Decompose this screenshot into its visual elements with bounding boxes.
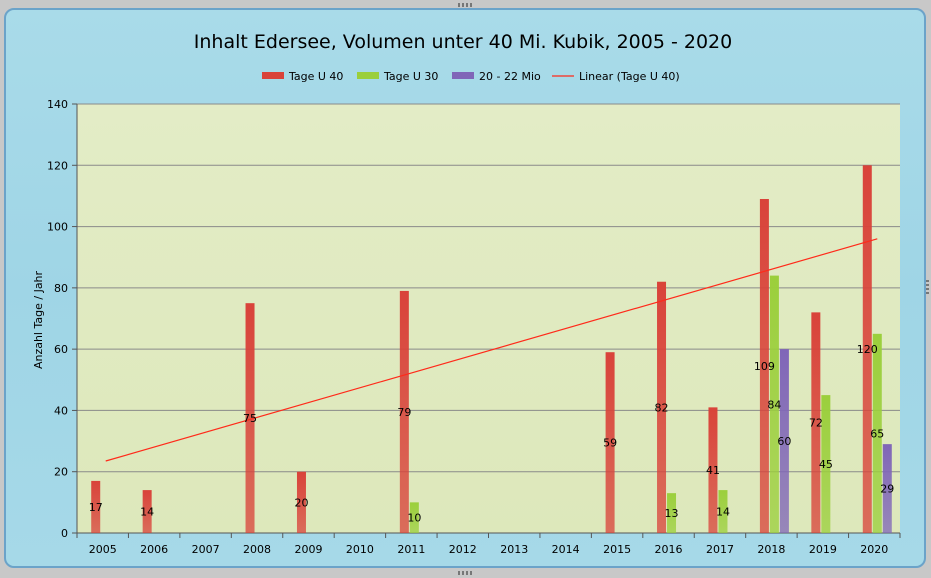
y-tick-label: 120 (47, 159, 68, 172)
y-tick-label: 80 (54, 282, 68, 295)
data-label: 45 (819, 458, 833, 471)
legend-swatch (452, 72, 474, 79)
x-tick-label: 2007 (192, 543, 220, 556)
x-tick-label: 2006 (140, 543, 168, 556)
legend-entry: Tage U 40 (288, 70, 343, 83)
data-label: 14 (140, 506, 154, 519)
x-tick-label: 2016 (655, 543, 683, 556)
chart-title: Inhalt Edersee, Volumen unter 40 Mi. Kub… (194, 31, 732, 53)
bar-20-22-mio-2018[interactable] (779, 349, 789, 533)
y-tick-label: 0 (61, 527, 68, 540)
legend-entry: Linear (Tage U 40) (579, 70, 680, 83)
x-tick-label: 2020 (860, 543, 888, 556)
x-tick-label: 2009 (294, 543, 322, 556)
legend-swatch (357, 72, 379, 79)
data-label: 10 (407, 512, 421, 525)
bar-tage-u-40-2006[interactable] (142, 490, 152, 533)
data-label: 109 (754, 360, 775, 373)
bar-tage-u-40-2011[interactable] (399, 290, 409, 533)
data-label: 17 (89, 501, 103, 514)
x-tick-label: 2011 (397, 543, 425, 556)
bar-tage-u-30-2016[interactable] (667, 493, 677, 533)
data-label: 65 (870, 427, 884, 440)
x-tick-label: 2008 (243, 543, 271, 556)
bar-tage-u-40-2005[interactable] (91, 480, 101, 533)
y-tick-label: 40 (54, 404, 68, 417)
data-label: 41 (706, 464, 720, 477)
legend-swatch (262, 72, 284, 79)
x-tick-label: 2013 (500, 543, 528, 556)
bar-tage-u-30-2020[interactable] (872, 333, 882, 533)
data-label: 60 (777, 435, 791, 448)
resize-handle-right[interactable] (925, 280, 929, 294)
x-tick-label: 2015 (603, 543, 631, 556)
x-tick-label: 2010 (346, 543, 374, 556)
legend-entry: 20 - 22 Mio (479, 70, 541, 83)
bar-tage-u-30-2017[interactable] (718, 490, 728, 533)
y-tick-label: 60 (54, 343, 68, 356)
bar-tage-u-40-2008[interactable] (245, 303, 255, 533)
x-tick-label: 2019 (809, 543, 837, 556)
bar-tage-u-30-2011[interactable] (409, 502, 419, 533)
data-label: 79 (397, 406, 411, 419)
bar-tage-u-40-2016[interactable] (657, 281, 667, 533)
legend: Tage U 40 Tage U 30 20 - 22 Mio Linear (Tag… (262, 70, 680, 83)
data-label: 59 (603, 437, 617, 450)
data-label: 72 (809, 417, 823, 430)
y-tick-label: 140 (47, 98, 68, 111)
bar-tage-u-40-2017[interactable] (708, 407, 718, 533)
trendline (105, 238, 878, 462)
x-tick-label: 2005 (89, 543, 117, 556)
x-tick-label: 2014 (552, 543, 580, 556)
bar-tage-u-40-2019[interactable] (811, 312, 821, 533)
y-axis-label: Anzahl Tage / Jahr (32, 270, 45, 369)
data-label: 120 (857, 343, 878, 356)
data-label: 20 (294, 496, 308, 509)
resize-handle-bottom[interactable] (458, 571, 472, 575)
y-tick-label: 20 (54, 466, 68, 479)
bar-tage-u-40-2015[interactable] (605, 352, 615, 533)
x-tick-label: 2018 (757, 543, 785, 556)
data-label: 75 (243, 412, 257, 425)
x-tick-label: 2017 (706, 543, 734, 556)
bar-tage-u-30-2018[interactable] (769, 275, 779, 533)
data-label: 13 (665, 507, 679, 520)
data-label: 84 (767, 398, 781, 411)
bar-20-22-mio-2020[interactable] (882, 444, 892, 533)
resize-handle-top[interactable] (458, 3, 472, 7)
plot-area: 0 20 40 60 80 100 120 140 2005 2006 2007 2008 2009 20… (47, 98, 901, 556)
y-tick-label: 100 (47, 221, 68, 234)
data-label: 29 (880, 483, 894, 496)
bar-tage-u-30-2019[interactable] (821, 395, 831, 533)
data-label: 82 (655, 401, 669, 414)
x-tick-label: 2012 (449, 543, 477, 556)
legend-entry: Tage U 30 (383, 70, 438, 83)
bar-tage-u-40-2020[interactable] (862, 165, 872, 534)
bar-tage-u-40-2009[interactable] (296, 471, 306, 533)
data-label: 14 (716, 506, 730, 519)
bar-tage-u-40-2018[interactable] (759, 198, 769, 533)
